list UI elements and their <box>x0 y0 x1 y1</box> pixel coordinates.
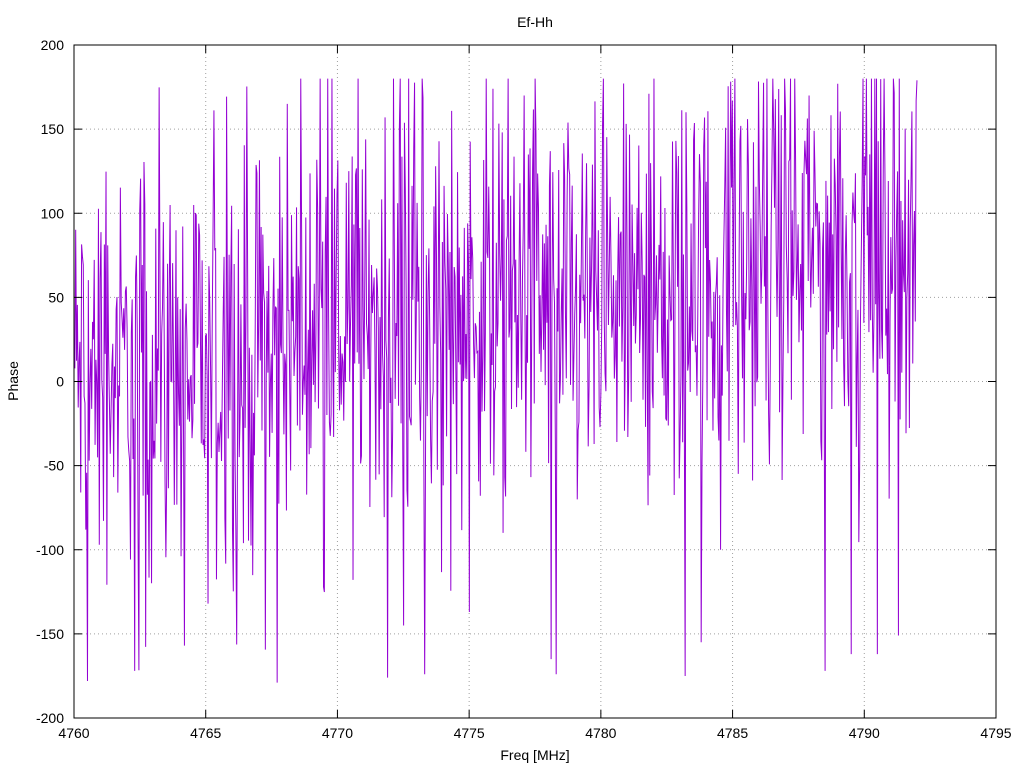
y-tick-label: -100 <box>36 542 64 558</box>
x-tick-label: 4780 <box>585 725 616 741</box>
x-tick-label: 4795 <box>980 725 1011 741</box>
x-tick-label: 4785 <box>717 725 748 741</box>
phase-series-line <box>73 78 918 683</box>
x-tick-label: 4790 <box>849 725 880 741</box>
y-tick-label: -50 <box>44 458 64 474</box>
y-tick-label: 0 <box>56 374 64 390</box>
data-series <box>73 78 918 683</box>
y-tick-label: 100 <box>41 205 65 221</box>
x-axis-label: Freq [MHz] <box>500 747 569 763</box>
chart-title: Ef-Hh <box>517 14 553 30</box>
y-tick-label: -200 <box>36 710 64 726</box>
y-tick-label: 200 <box>41 37 65 53</box>
y-tick-label: 150 <box>41 121 65 137</box>
axis-ticks: 4760 4765 4770 4775 4780 4785 4790 4795 -200 -150… <box>36 37 1012 741</box>
x-tick-label: 4765 <box>190 725 221 741</box>
x-tick-label: 4775 <box>454 725 485 741</box>
y-axis-label: Phase <box>5 361 21 401</box>
x-tick-label: 4770 <box>322 725 353 741</box>
x-tick-label: 4760 <box>58 725 89 741</box>
y-tick-label: -150 <box>36 626 64 642</box>
y-tick-label: 50 <box>48 289 64 305</box>
